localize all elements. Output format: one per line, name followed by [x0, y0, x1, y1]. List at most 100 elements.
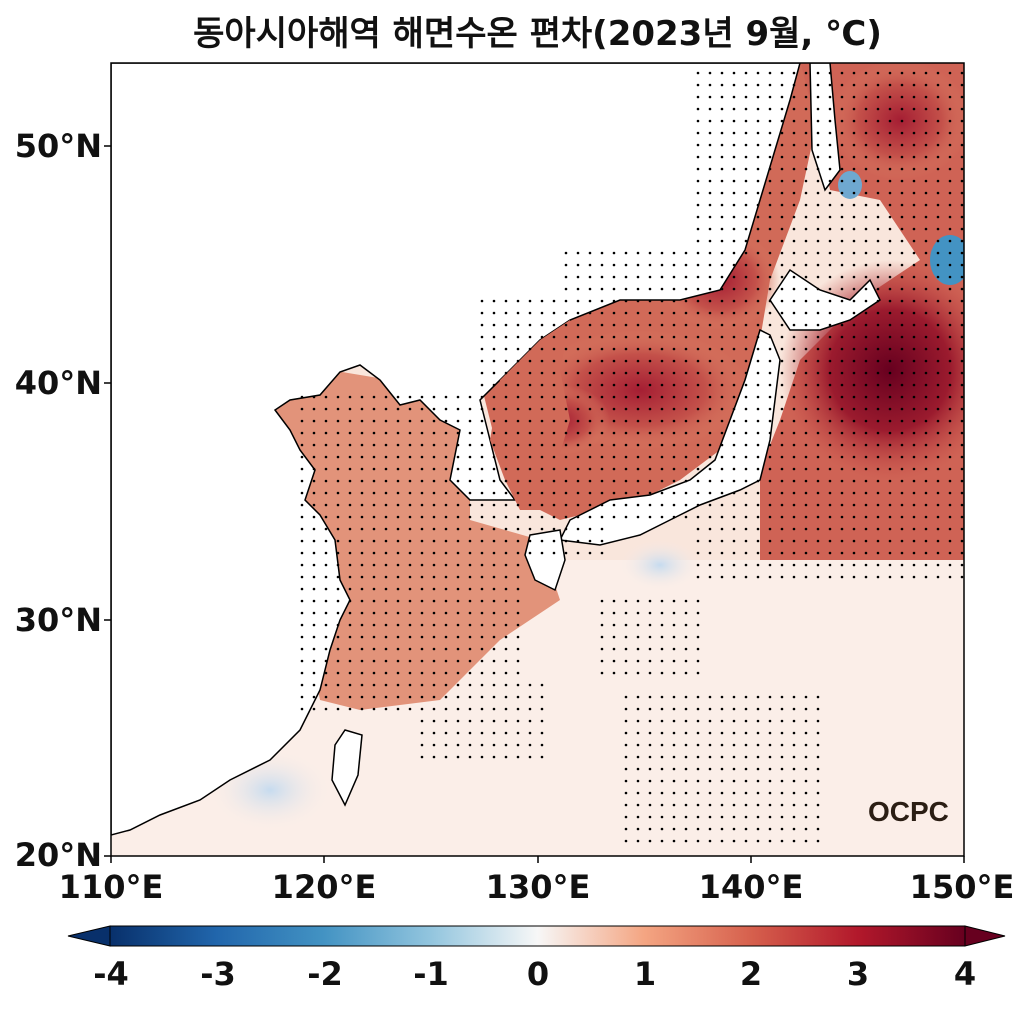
stipple-dot [576, 359, 580, 363]
stipple-dot [732, 71, 736, 75]
stipple-dot [672, 311, 676, 315]
stipple-dot [648, 791, 652, 795]
stipple-dot [768, 527, 772, 531]
stipple-dot [696, 239, 700, 243]
stipple-dot [708, 119, 712, 123]
stipple-dot [564, 287, 568, 291]
stipple-dot [528, 419, 532, 423]
stipple-dot [756, 419, 760, 423]
stipple-dot [660, 431, 664, 435]
stipple-dot [960, 467, 964, 471]
stipple-dot [408, 527, 412, 531]
stipple-dot [444, 647, 448, 651]
stipple-dot [684, 815, 688, 819]
stipple-dot [840, 131, 844, 135]
stipple-dot [840, 575, 844, 579]
stipple-dot [660, 419, 664, 423]
stipple-dot [768, 779, 772, 783]
stipple-dot [504, 491, 508, 495]
stipple-dot [840, 143, 844, 147]
stipple-dot [720, 239, 724, 243]
stipple-dot [576, 311, 580, 315]
stipple-dot [708, 143, 712, 147]
stipple-dot [312, 671, 316, 675]
stipple-dot [672, 491, 676, 495]
stipple-dot [600, 539, 604, 543]
stipple-dot [624, 419, 628, 423]
stipple-dot [780, 95, 784, 99]
stipple-dot [648, 647, 652, 651]
stipple-dot [948, 263, 952, 267]
stipple-dot [624, 827, 628, 831]
stipple-dot [912, 539, 916, 543]
stipple-dot [540, 443, 544, 447]
stipple-dot [912, 107, 916, 111]
stipple-dot [732, 575, 736, 579]
stipple-dot [468, 575, 472, 579]
stipple-dot [564, 311, 568, 315]
stipple-dot [324, 515, 328, 519]
stipple-dot [648, 251, 652, 255]
stipple-dot [648, 479, 652, 483]
stipple-dot [624, 347, 628, 351]
land-japan-hokkaido [769, 268, 881, 331]
stipple-dot [768, 431, 772, 435]
stipple-dot [336, 479, 340, 483]
stipple-dot [480, 491, 484, 495]
stipple-dot [660, 635, 664, 639]
stipple-dot [528, 431, 532, 435]
stipple-dot [888, 419, 892, 423]
stipple-dot [480, 539, 484, 543]
stipple-dot [780, 455, 784, 459]
stipple-dot [756, 767, 760, 771]
stipple-dot [504, 323, 508, 327]
stipple-dot [792, 503, 796, 507]
stipple-dot [660, 491, 664, 495]
stipple-dot [756, 551, 760, 555]
stipple-dot [588, 527, 592, 531]
stipple-dot [492, 539, 496, 543]
stipple-dot [900, 251, 904, 255]
stipple-dot [468, 611, 472, 615]
stipple-dot [888, 527, 892, 531]
stipple-dot [768, 167, 772, 171]
stipple-dot [432, 671, 436, 675]
stipple-dot [804, 83, 808, 87]
stipple-dot [816, 167, 820, 171]
stipple-dot [384, 515, 388, 519]
stipple-dot [312, 695, 316, 699]
stipple-dot [684, 407, 688, 411]
stipple-dot [504, 467, 508, 471]
stipple-dot [576, 467, 580, 471]
colorbar-label: 0 [526, 955, 550, 993]
stipple-dot [756, 467, 760, 471]
stipple-dot [588, 407, 592, 411]
stipple-dot [768, 743, 772, 747]
stipple-dot [384, 611, 388, 615]
stipple-dot [504, 635, 508, 639]
stipple-dot [756, 299, 760, 303]
stipple-dot [732, 131, 736, 135]
stipple-dot [804, 167, 808, 171]
stipple-dot [840, 371, 844, 375]
stipple-dot [876, 275, 880, 279]
stipple-dot [480, 347, 484, 351]
stipple-dot [300, 407, 304, 411]
stipple-dot [336, 611, 340, 615]
stipple-dot [660, 287, 664, 291]
stipple-dot [552, 347, 556, 351]
stipple-dot [744, 323, 748, 327]
stipple-dot [516, 419, 520, 423]
stipple-dot [792, 95, 796, 99]
stipple-dot [528, 527, 532, 531]
stipple-dot [492, 707, 496, 711]
stipple-dot [696, 251, 700, 255]
stipple-dot [804, 275, 808, 279]
stipple-dot [492, 647, 496, 651]
stipple-dot [336, 527, 340, 531]
stipple-dot [612, 419, 616, 423]
stipple-dot [888, 371, 892, 375]
stipple-dot [912, 443, 916, 447]
stipple-dot [720, 695, 724, 699]
stipple-dot [360, 431, 364, 435]
